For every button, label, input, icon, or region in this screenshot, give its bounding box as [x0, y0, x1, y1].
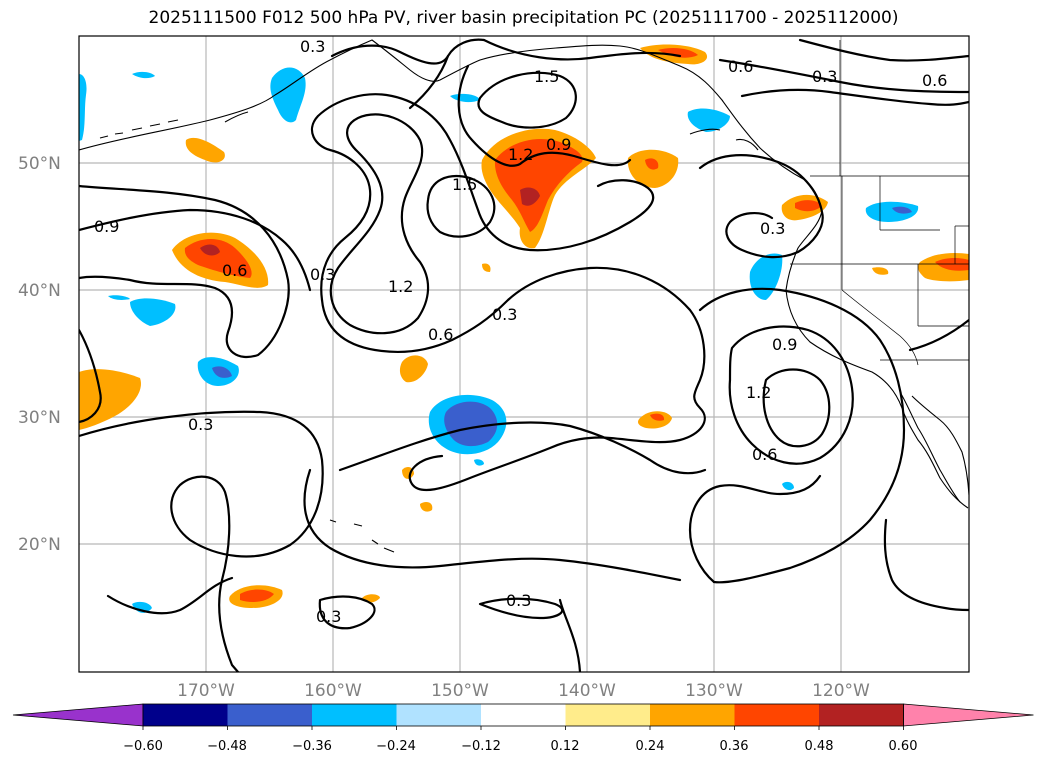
- colorbar-tick-label: 0.12: [551, 739, 580, 754]
- lat-label: 30°N: [18, 408, 61, 428]
- contour-label: 0.3: [188, 415, 213, 434]
- colorbar-bin: [565, 704, 651, 726]
- longitude-labels: 170°W 160°W 150°W 140°W 130°W 120°W: [177, 681, 870, 701]
- contour-label: 0.9: [772, 335, 797, 354]
- contour-label: 0.6: [428, 325, 453, 344]
- colorbar-bin: [396, 704, 482, 726]
- colorbar-bin: [650, 704, 735, 726]
- contour-label: 0.3: [812, 67, 837, 86]
- colorbar-extend-max: [903, 703, 1034, 727]
- pv-contours: [79, 38, 969, 672]
- contour-label: 0.3: [310, 265, 335, 284]
- colorbar-outline: [142, 703, 904, 727]
- colorbar-labels: −0.60 −0.48 −0.36 −0.24 −0.12 0.12 0.24 …: [123, 739, 917, 754]
- contour-label: 0.3: [300, 37, 325, 56]
- contour-label: 1.2: [746, 383, 771, 402]
- colorbar-tick-label: 0.24: [636, 739, 665, 754]
- lon-label: 170°W: [177, 681, 235, 701]
- contour-labels: 1.5 1.5 1.2 1.2 1.2 0.9 0.9 0.9 0.6 0.6 …: [94, 37, 947, 626]
- colorbar-tick-label: −0.48: [207, 739, 247, 754]
- lon-label: 160°W: [304, 681, 362, 701]
- contour-label: 0.3: [492, 305, 517, 324]
- colorbar-bin: [227, 704, 313, 726]
- lon-label: 120°W: [812, 681, 870, 701]
- colorbar-bin: [819, 704, 904, 726]
- coastlines: [79, 39, 969, 553]
- lon-label: 150°W: [431, 681, 489, 701]
- latitude-labels: 50°N 40°N 30°N 20°N: [18, 154, 61, 555]
- contour-label: 1.2: [508, 145, 533, 164]
- colorbar-tick-label: −0.24: [376, 739, 416, 754]
- contour-label: 0.6: [922, 71, 947, 90]
- lat-label: 40°N: [18, 281, 61, 301]
- lon-label: 130°W: [685, 681, 743, 701]
- contour-label: 0.9: [546, 135, 571, 154]
- contour-label: 0.3: [760, 219, 785, 238]
- lon-label: 140°W: [558, 681, 616, 701]
- colorbar-tick-label: −0.12: [461, 739, 501, 754]
- map-frame: [78, 35, 970, 673]
- contour-label: 0.9: [94, 217, 119, 236]
- colorbar: [12, 703, 1034, 730]
- colorbar-bin: [143, 704, 228, 726]
- colorbar-tick-label: 0.60: [889, 739, 918, 754]
- colorbar-tick-label: 0.36: [720, 739, 749, 754]
- contour-label: 0.6: [728, 57, 753, 76]
- contour-label: 0.6: [222, 261, 247, 280]
- contour-label: 1.5: [452, 175, 477, 194]
- colorbar-tick-label: −0.36: [292, 739, 332, 754]
- colorbar-bin: [481, 704, 566, 726]
- precipitation-shading: [79, 44, 969, 613]
- contour-label: 0.6: [752, 445, 777, 464]
- contour-label: 0.3: [316, 607, 341, 626]
- colorbar-tick-label: −0.60: [123, 739, 163, 754]
- colorbar-tick-label: 0.48: [805, 739, 834, 754]
- lat-label: 50°N: [18, 154, 61, 174]
- lat-label: 20°N: [18, 535, 61, 555]
- contour-label: 0.3: [506, 591, 531, 610]
- colorbar-bin: [734, 704, 820, 726]
- colorbar-extend-min: [12, 703, 144, 727]
- contour-label: 1.5: [534, 67, 559, 86]
- map-title: 2025111500 F012 500 hPa PV, river basin …: [148, 8, 899, 28]
- contour-label: 1.2: [388, 277, 413, 296]
- colorbar-bin: [312, 704, 397, 726]
